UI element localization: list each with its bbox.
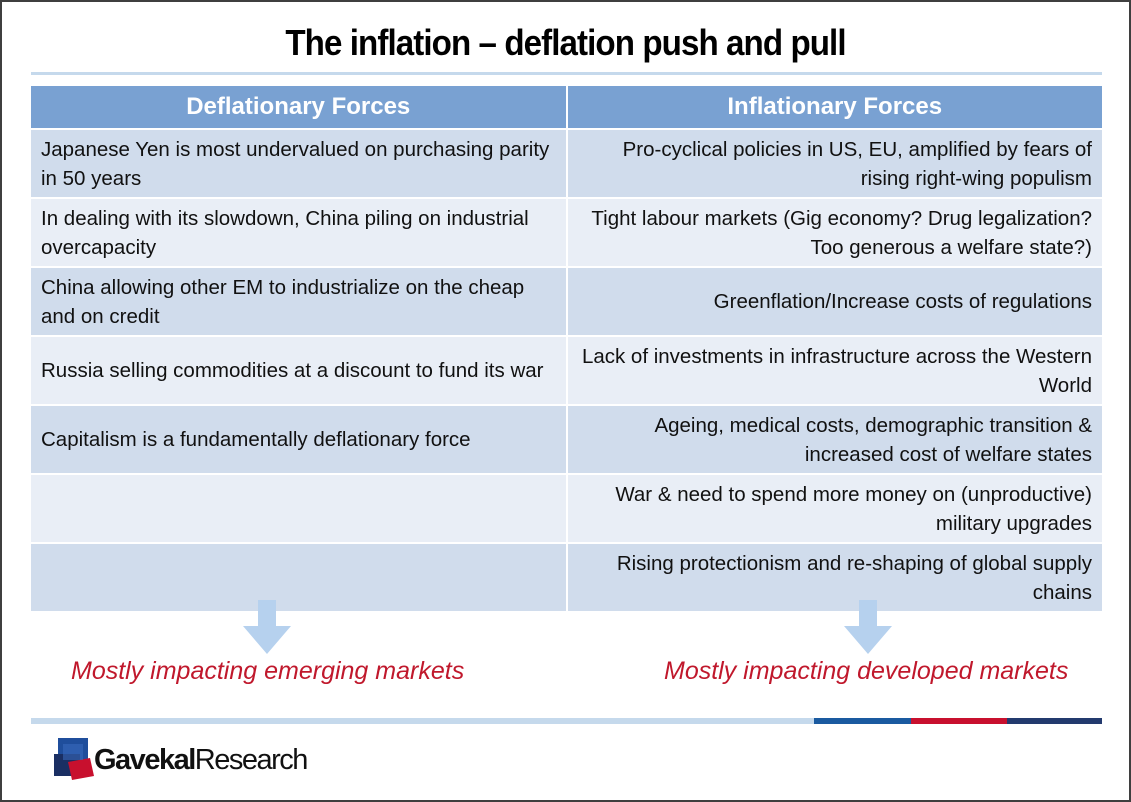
- footer-bar-navy: [1007, 718, 1102, 724]
- deflationary-cell: [31, 473, 568, 543]
- inflationary-cell: Pro-cyclical policies in US, EU, amplifi…: [566, 128, 1102, 198]
- table-row: China allowing other EM to industrialize…: [31, 266, 1102, 336]
- deflationary-cell: Japanese Yen is most undervalued on purc…: [31, 128, 568, 198]
- inflationary-cell: Lack of investments in infrastructure ac…: [566, 335, 1102, 405]
- table-row: Russia selling commodities at a discount…: [31, 335, 1102, 405]
- gavekal-logo: GavekalResearch: [54, 736, 314, 786]
- table-row: Japanese Yen is most undervalued on purc…: [31, 128, 1102, 198]
- logo-brand-regular: Research: [194, 744, 309, 776]
- table-row: Rising protectionism and re-shaping of g…: [31, 542, 1102, 611]
- title-divider: [31, 72, 1102, 75]
- inflationary-cell: Ageing, medical costs, demographic trans…: [566, 404, 1102, 474]
- footer-divider: [31, 718, 815, 724]
- gavekal-logo-icon: [54, 738, 94, 780]
- deflationary-cell: Russia selling commodities at a discount…: [31, 335, 568, 405]
- header-inflationary: Inflationary Forces: [566, 86, 1102, 129]
- table-row: War & need to spend more money on (unpro…: [31, 473, 1102, 543]
- table-header-row: Deflationary Forces Inflationary Forces: [31, 86, 1102, 129]
- deflationary-cell: China allowing other EM to industrialize…: [31, 266, 568, 336]
- table-row: In dealing with its slowdown, China pili…: [31, 197, 1102, 267]
- deflationary-cell: Capitalism is a fundamentally deflationa…: [31, 404, 568, 474]
- inflationary-cell: Greenflation/Increase costs of regulatio…: [566, 266, 1102, 336]
- deflationary-cell: In dealing with its slowdown, China pili…: [31, 197, 568, 267]
- forces-table: Deflationary Forces Inflationary Forces …: [31, 86, 1102, 611]
- inflationary-cell: Tight labour markets (Gig economy? Drug …: [566, 197, 1102, 267]
- footer-bar-red: [911, 718, 1007, 724]
- inflationary-cell: Rising protectionism and re-shaping of g…: [566, 542, 1102, 611]
- impact-developed-markets: Mostly impacting developed markets: [664, 657, 1069, 685]
- down-arrow-icon: [243, 600, 291, 654]
- down-arrow-icon: [844, 600, 892, 654]
- page-title: The inflation – deflation push and pull: [285, 22, 846, 63]
- logo-brand-bold: Gavekal: [94, 744, 196, 776]
- footer-bar-blue: [814, 718, 911, 724]
- deflationary-cell: [31, 542, 568, 611]
- gavekal-logo-text: GavekalResearch: [94, 744, 309, 777]
- impact-emerging-markets: Mostly impacting emerging markets: [71, 657, 465, 685]
- table-row: Capitalism is a fundamentally deflationa…: [31, 404, 1102, 474]
- header-deflationary: Deflationary Forces: [31, 86, 568, 129]
- inflationary-cell: War & need to spend more money on (unpro…: [566, 473, 1102, 543]
